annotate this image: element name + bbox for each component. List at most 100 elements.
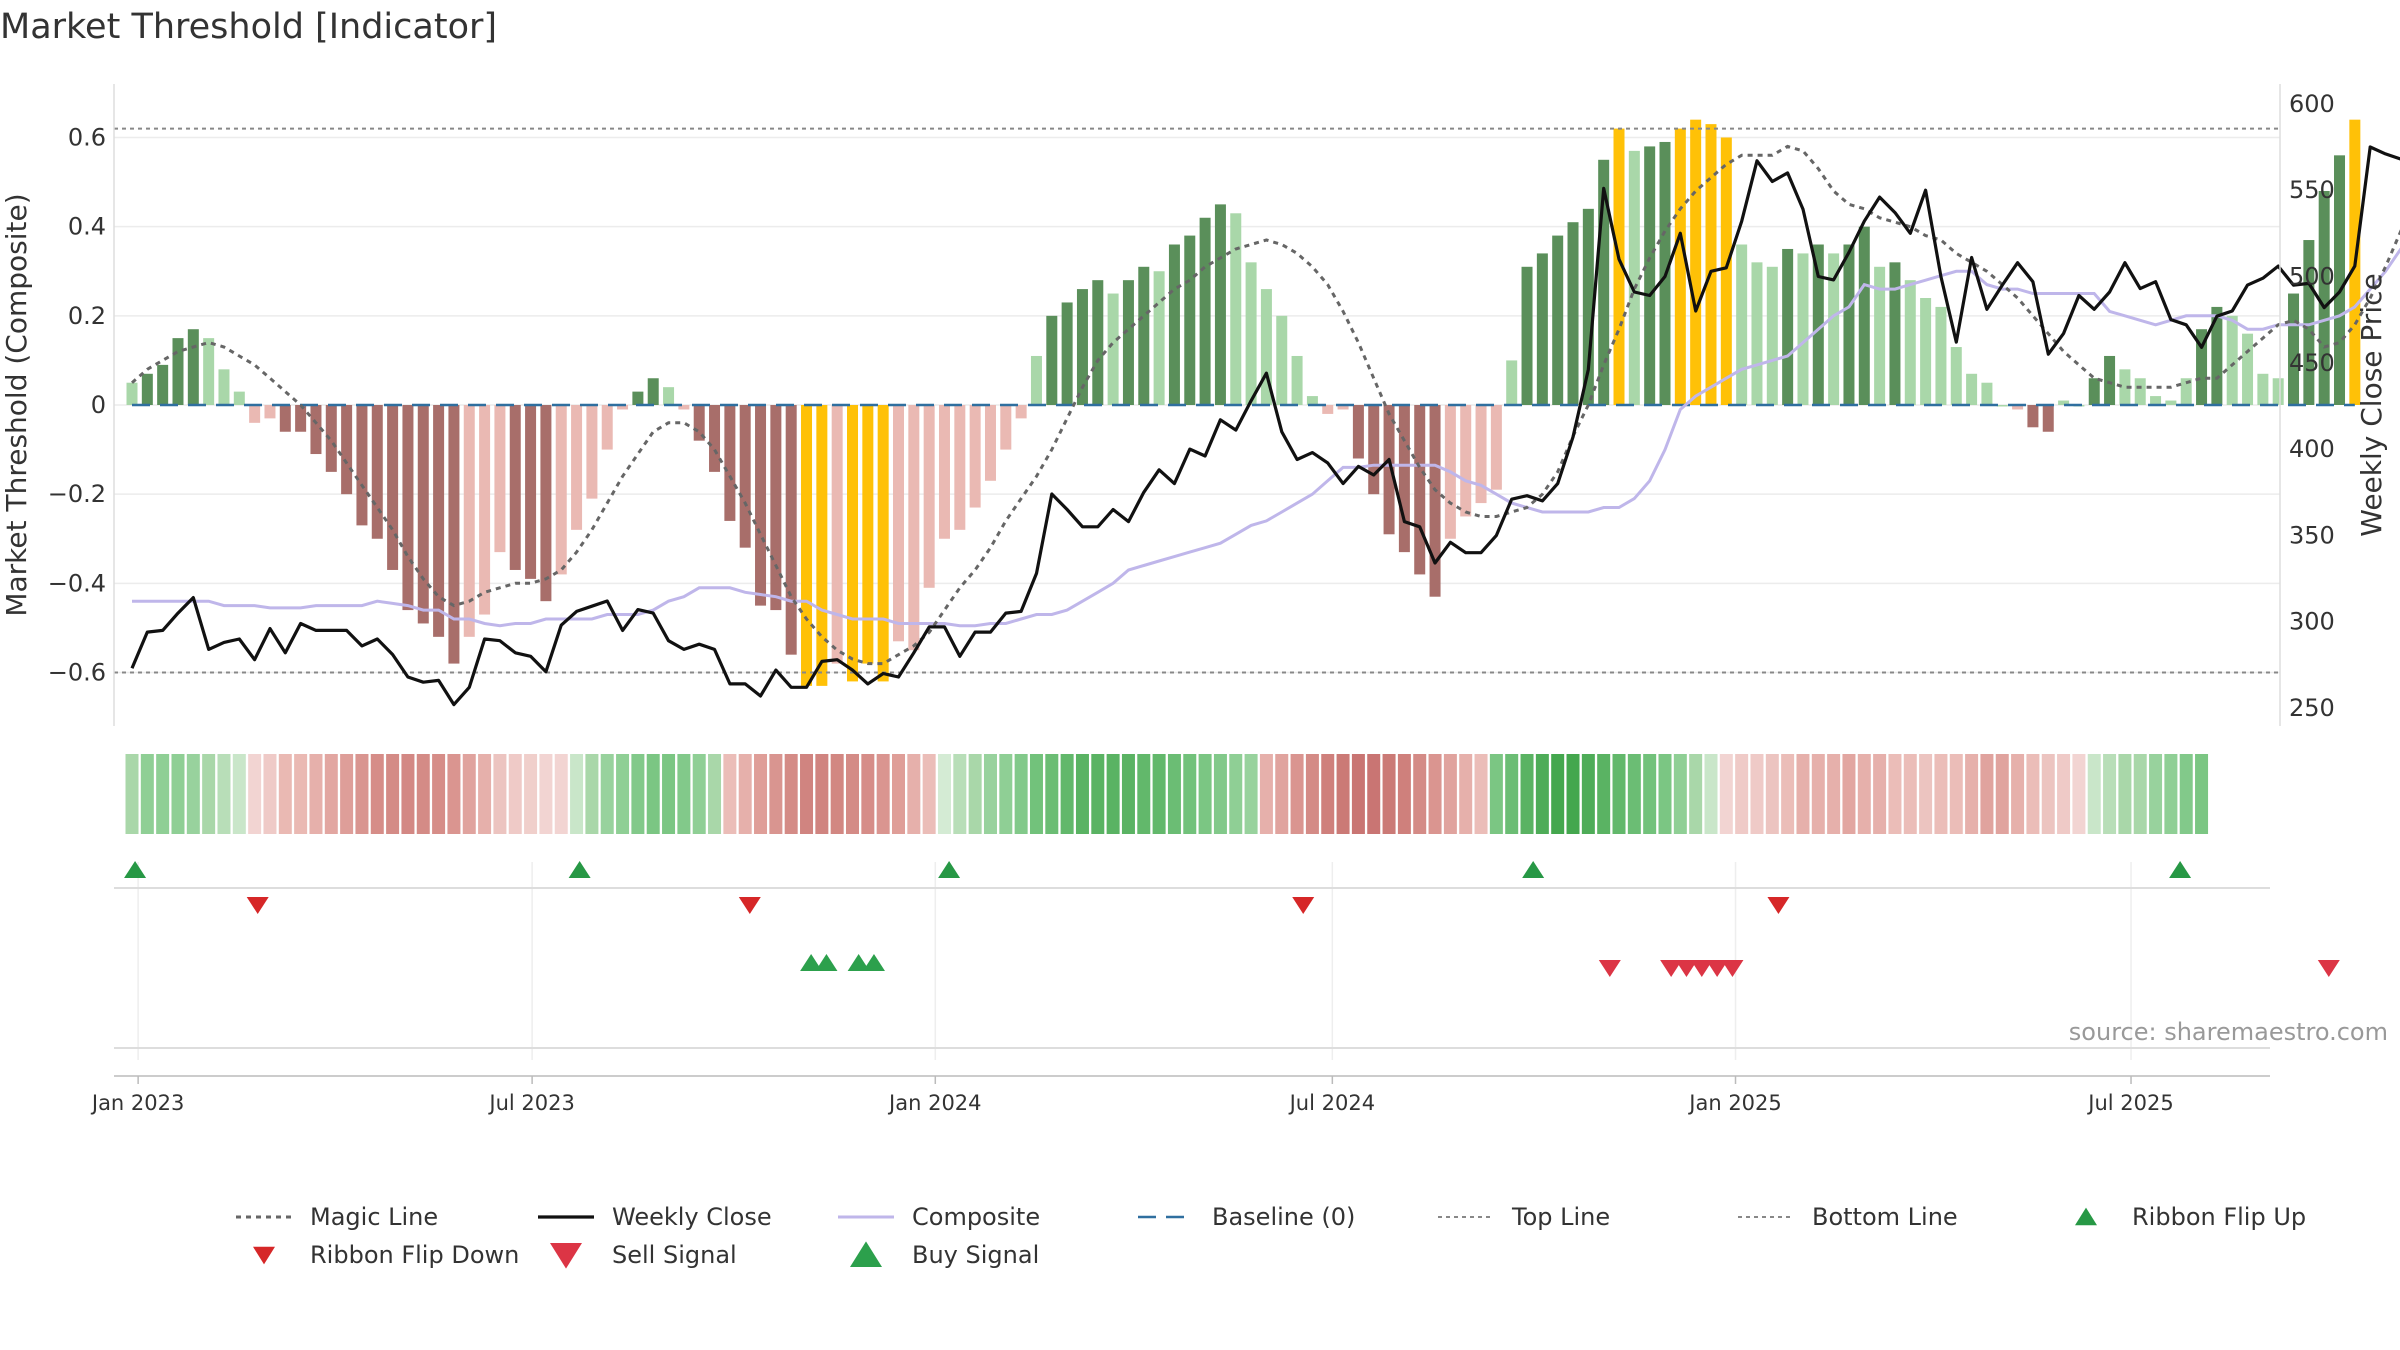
- ribbon-cell: [2026, 754, 2040, 834]
- sell-signal-marker: [1690, 960, 1713, 977]
- histogram-bar: [1414, 405, 1426, 575]
- histogram-bar: [417, 405, 429, 624]
- ribbon-cell: [953, 754, 967, 834]
- legend-label: Ribbon Flip Up: [2132, 1203, 2306, 1231]
- ribbon-cell: [1597, 754, 1611, 834]
- histogram-bar: [325, 405, 337, 472]
- histogram-bar: [1092, 280, 1104, 405]
- histogram-bar: [387, 405, 399, 570]
- histogram-bar: [2088, 378, 2100, 405]
- histogram-bar: [1705, 124, 1717, 405]
- histogram-bar: [1920, 298, 1932, 405]
- ribbon-cell: [1704, 754, 1718, 834]
- histogram-bar: [1904, 280, 1916, 405]
- histogram-bar: [1245, 262, 1257, 405]
- ribbon-cell: [2087, 754, 2101, 834]
- ribbon-cell: [1045, 754, 1059, 834]
- ribbon-cell: [1781, 754, 1795, 834]
- legend-label: Bottom Line: [1812, 1203, 1958, 1231]
- histogram-bar: [586, 405, 598, 499]
- histogram-bar: [1490, 405, 1502, 490]
- histogram-bar: [1122, 280, 1134, 405]
- histogram-bar: [1582, 208, 1594, 405]
- ribbon-cell: [983, 754, 997, 834]
- ribbon-cell: [708, 754, 722, 834]
- ribbon-cell: [2057, 754, 2071, 834]
- histogram-bar: [2318, 191, 2330, 405]
- histogram-bar: [1030, 355, 1042, 405]
- ribbon-cell: [1995, 754, 2009, 834]
- chart-title: Market Threshold [Indicator]: [0, 7, 497, 47]
- ribbon-cell: [1551, 754, 1565, 834]
- ribbon-cell: [907, 754, 921, 834]
- histogram-bar: [2104, 355, 2116, 405]
- ribbon-cell: [156, 754, 170, 834]
- ribbon-flip-down-marker: [1767, 897, 1790, 914]
- histogram-bar: [2150, 396, 2162, 405]
- signal-markers: [114, 861, 2340, 1060]
- histogram-bar: [1935, 306, 1947, 405]
- histogram-bar: [2027, 405, 2039, 428]
- histogram-bar: [2042, 405, 2054, 432]
- ribbon-cell: [1029, 754, 1043, 834]
- legend-item-close: Weekly Close: [538, 1203, 772, 1231]
- histogram-bar: [877, 405, 889, 682]
- histogram-bar: [310, 405, 322, 455]
- ribbon-cell: [937, 754, 951, 834]
- ribbon-flip-up-marker: [568, 861, 591, 878]
- ribbon-cell: [876, 754, 890, 834]
- y-tick-right: 250: [2289, 694, 2335, 722]
- ribbon-cell: [1919, 754, 1933, 834]
- buy-signal-marker: [847, 954, 870, 971]
- y-tick-right: 350: [2289, 521, 2335, 549]
- histogram-bar: [1644, 146, 1656, 405]
- legend-item-buy: Buy Signal: [850, 1241, 1039, 1269]
- ribbon-cell: [401, 754, 415, 834]
- ribbon-cell: [186, 754, 200, 834]
- ribbon-cell: [554, 754, 568, 834]
- histogram-bar: [1352, 405, 1364, 459]
- ribbon-cell: [416, 754, 430, 834]
- histogram-bar: [402, 405, 414, 611]
- histogram-bar: [448, 405, 460, 664]
- ribbon-cell: [1689, 754, 1703, 834]
- ribbon-cell: [217, 754, 231, 834]
- buy-signal-marker: [815, 954, 838, 971]
- ribbon-cell: [432, 754, 446, 834]
- legend-item-flip_up: Ribbon Flip Up: [2075, 1203, 2306, 1231]
- x-tick-label: Jul 2024: [1288, 1091, 1375, 1115]
- ribbon-cell: [1137, 754, 1151, 834]
- histogram-bar: [1291, 355, 1303, 405]
- histogram-bar: [1306, 396, 1318, 405]
- histogram-bar: [1322, 405, 1334, 414]
- legend: Magic Line Weekly Close Composite Baseline …: [236, 1203, 2306, 1269]
- histogram-bar: [479, 405, 491, 615]
- ribbon-cell: [539, 754, 553, 834]
- histogram-bar: [141, 373, 153, 405]
- ribbon-cell: [1459, 754, 1473, 834]
- ribbon-cell: [355, 754, 369, 834]
- y-tick-left: 0.2: [68, 302, 106, 330]
- ribbon-cell: [1811, 754, 1825, 834]
- ribbon-cell: [1474, 754, 1488, 834]
- y-tick-left: 0: [91, 391, 106, 419]
- histogram-bar: [341, 405, 353, 495]
- histogram-bar: [862, 405, 874, 664]
- ribbon-cell: [478, 754, 492, 834]
- ribbon-cell: [1367, 754, 1381, 834]
- ribbon-cell: [1106, 754, 1120, 834]
- histogram-bar: [1184, 235, 1196, 405]
- ribbon-cell: [1796, 754, 1810, 834]
- ribbon-cell: [738, 754, 752, 834]
- histogram-bar: [2134, 378, 2146, 405]
- ribbon-cell: [140, 754, 154, 834]
- ribbon-cell: [1735, 754, 1749, 834]
- histogram-bar: [1950, 347, 1962, 405]
- ribbon-cell: [2072, 754, 2086, 834]
- legend-item-bottom: Bottom Line: [1738, 1203, 1958, 1231]
- histogram-bar: [371, 405, 383, 539]
- ribbon-cell: [968, 754, 982, 834]
- histogram-bar: [954, 405, 966, 530]
- regime-ribbon: [125, 754, 2209, 834]
- ribbon-cell: [600, 754, 614, 834]
